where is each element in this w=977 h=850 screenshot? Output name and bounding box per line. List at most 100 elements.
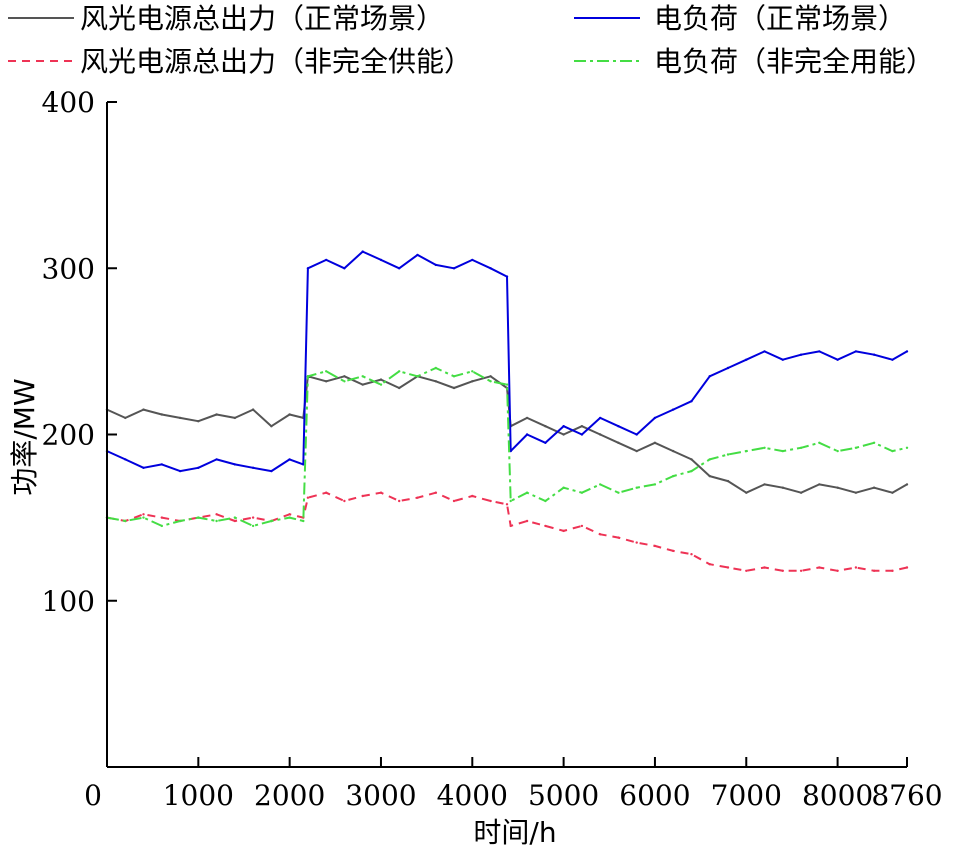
y-tick-label: 200 [42,419,95,452]
data-point [854,350,858,353]
data-point [471,494,474,498]
data-point [398,267,401,270]
data-point [690,458,693,461]
data-point [160,463,163,466]
data-point [142,466,145,469]
data-point [325,380,328,383]
y-tick-label: 300 [42,252,95,285]
y-tick-label: 400 [42,86,95,119]
data-point [489,267,492,270]
data-point [233,516,237,519]
data-point [509,499,512,503]
x-tick-label: 8760 [871,779,942,812]
data-point [635,541,638,544]
data-point [160,413,163,416]
data-point [471,258,474,262]
data-point [489,499,492,503]
data-point [288,513,291,516]
data-point [489,380,492,383]
data-point [251,466,255,469]
data-point [306,496,310,499]
data-point [726,366,730,370]
series-line [106,491,908,572]
data-point [763,446,766,449]
data-point [905,566,909,569]
data-point [343,380,346,383]
data-point [215,513,218,516]
data-point [124,458,127,461]
data-point [270,519,273,523]
data-point [379,383,383,386]
data-point [872,486,876,489]
data-point [215,413,218,416]
data-point [708,375,711,378]
data-point [599,433,602,436]
data-point [745,491,748,494]
y-tick-label: 100 [42,585,95,618]
data-point [452,499,456,503]
legend-label-load-partial: 电负荷（非完全用能） [654,45,934,78]
data-point [763,483,766,486]
data-point [288,516,291,519]
data-point [302,519,305,523]
data-point [653,441,657,444]
data-point [325,370,328,373]
data-point [251,524,255,528]
data-point [708,474,711,478]
data-point [343,267,346,270]
data-point [505,383,509,386]
series-wind-solar-normal [105,375,909,494]
data-point [635,433,638,436]
series-load-normal [105,250,909,473]
series-line [106,375,908,494]
data-point [836,358,839,361]
data-point [617,536,620,539]
data-point [434,263,437,267]
data-point [745,449,748,453]
data-point [799,446,803,449]
data-point [306,375,310,378]
data-point [635,486,638,489]
data-point [434,491,437,494]
data-point [726,453,730,456]
data-point [509,524,512,528]
data-point [872,569,876,572]
x-tick-label: 6000 [619,779,690,812]
data-point [398,499,401,503]
data-point [325,258,328,262]
data-point [799,569,803,572]
data-point [854,446,858,449]
data-point [891,569,894,572]
data-point [544,425,547,428]
data-point [505,275,509,278]
data-point [726,566,730,569]
data-point [854,566,858,569]
data-point [525,519,529,523]
data-point [617,441,620,444]
data-point [891,491,894,494]
data-point [270,425,273,428]
data-point [379,491,383,494]
data-point [361,250,364,253]
data-point [361,383,364,386]
data-point [398,370,401,373]
data-point [505,503,509,506]
x-tick-label: 8000 [802,779,873,812]
data-point [836,569,839,572]
x-tick-label: 7000 [711,779,782,812]
data-point [708,458,711,461]
series-line [106,250,908,473]
data-point [215,458,218,461]
x-tick-label: 0 [84,779,102,812]
data-point [452,267,456,270]
data-point [215,519,218,523]
data-point [251,516,255,519]
data-point [197,420,200,423]
data-point [525,491,529,494]
data-point [599,416,602,420]
legend-label-wind-solar-partial: 风光电源总出力（非完全供能） [80,45,472,78]
data-point [160,524,163,528]
data-point [178,469,182,473]
x-tick-label: 2000 [254,779,325,812]
